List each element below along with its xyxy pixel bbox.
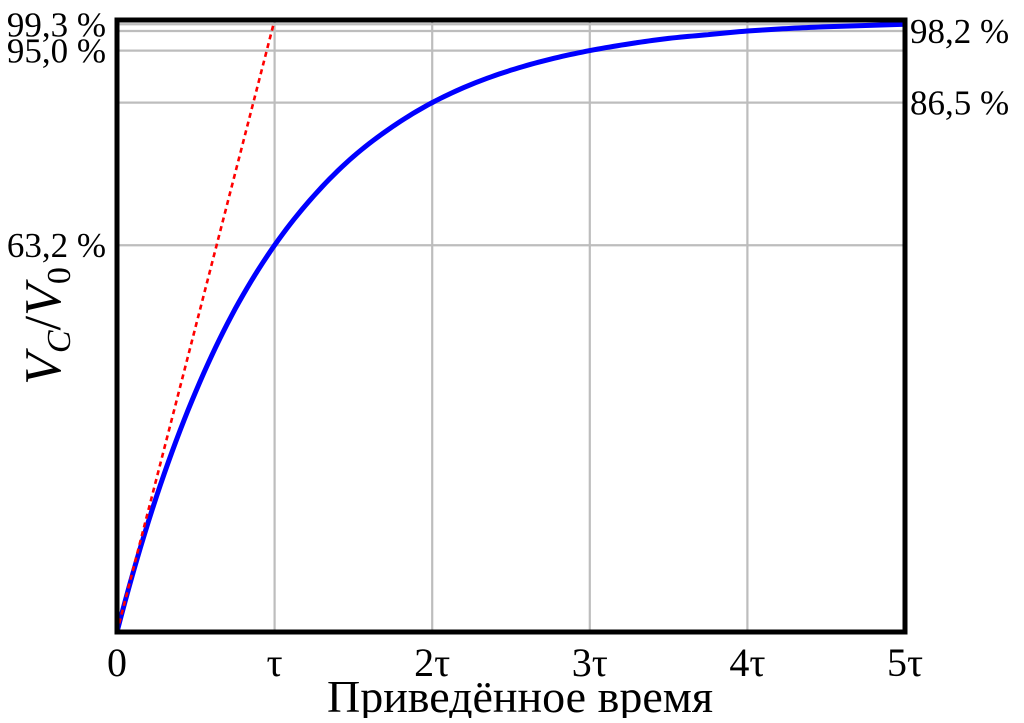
- y-axis-label: VC/V0: [15, 267, 78, 385]
- x-tick-label: 3τ: [572, 640, 608, 685]
- plot-frame: [114, 17, 908, 635]
- tick-labels: 0 τ 2τ 3τ 4τ 5τ 99,3 %95,0 % 63,2 % 98,2 % 86,5 %: [7, 5, 1009, 685]
- y-tick-label-right: 86,5 %: [910, 84, 1009, 123]
- x-tick-label: 5τ: [887, 640, 923, 685]
- x-tick-label: 2τ: [414, 640, 450, 685]
- x-tick-label: 4τ: [729, 640, 765, 685]
- y-tick-label-left: 99,3 %: [7, 5, 106, 44]
- series-line-tangent: [115, 19, 276, 633]
- x-axis-label: Приведённое время: [327, 671, 713, 718]
- series-line-charge-curve: [114, 21, 908, 635]
- x-tick-label: 0: [107, 640, 127, 685]
- series-layer: [114, 19, 908, 635]
- y-tick-label-right: 98,2 %: [910, 12, 1009, 51]
- y-tick-label-left: 95,0 %: [7, 32, 106, 71]
- grid-lines: [117, 20, 905, 632]
- y-tick-label-left: 63,2 %: [7, 226, 106, 265]
- x-tick-label: τ: [267, 640, 283, 685]
